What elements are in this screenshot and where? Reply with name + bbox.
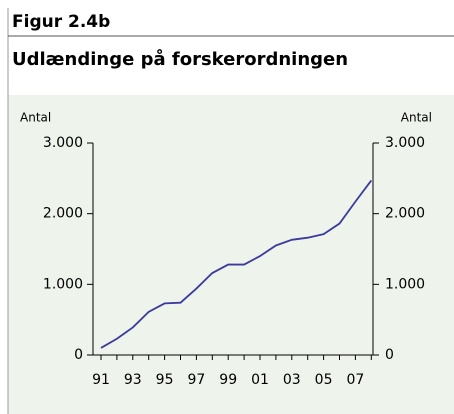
y2-axis-label: Antal [401,111,432,125]
x-tick-label: 93 [124,372,142,388]
figure-label: Figur 2.4b [12,12,110,32]
x-tick-label: 91 [92,372,110,388]
y-tick-label: 1.000 [43,276,83,292]
x-tick-label: 03 [283,372,301,388]
y2-tick-label: 2.000 [385,206,425,222]
y2-tick-label: 0 [385,347,394,363]
y2-tick-label: 3.000 [385,135,425,151]
x-tick-label: 07 [346,372,364,388]
y-tick-label: 3.000 [43,135,83,151]
x-tick-label: 01 [251,372,269,388]
y-tick-label: 0 [74,347,83,363]
y-axis-label: Antal [20,111,51,125]
x-tick-label: 95 [156,372,174,388]
plot-background [8,95,454,414]
chart-title: Udlændinge på forskerordningen [12,48,348,70]
y2-tick-label: 1.000 [385,276,425,292]
x-tick-label: 99 [219,372,237,388]
y-tick-label: 2.000 [43,206,83,222]
x-tick-label: 05 [315,372,333,388]
data-line [100,179,373,349]
x-tick-label: 97 [187,372,205,388]
